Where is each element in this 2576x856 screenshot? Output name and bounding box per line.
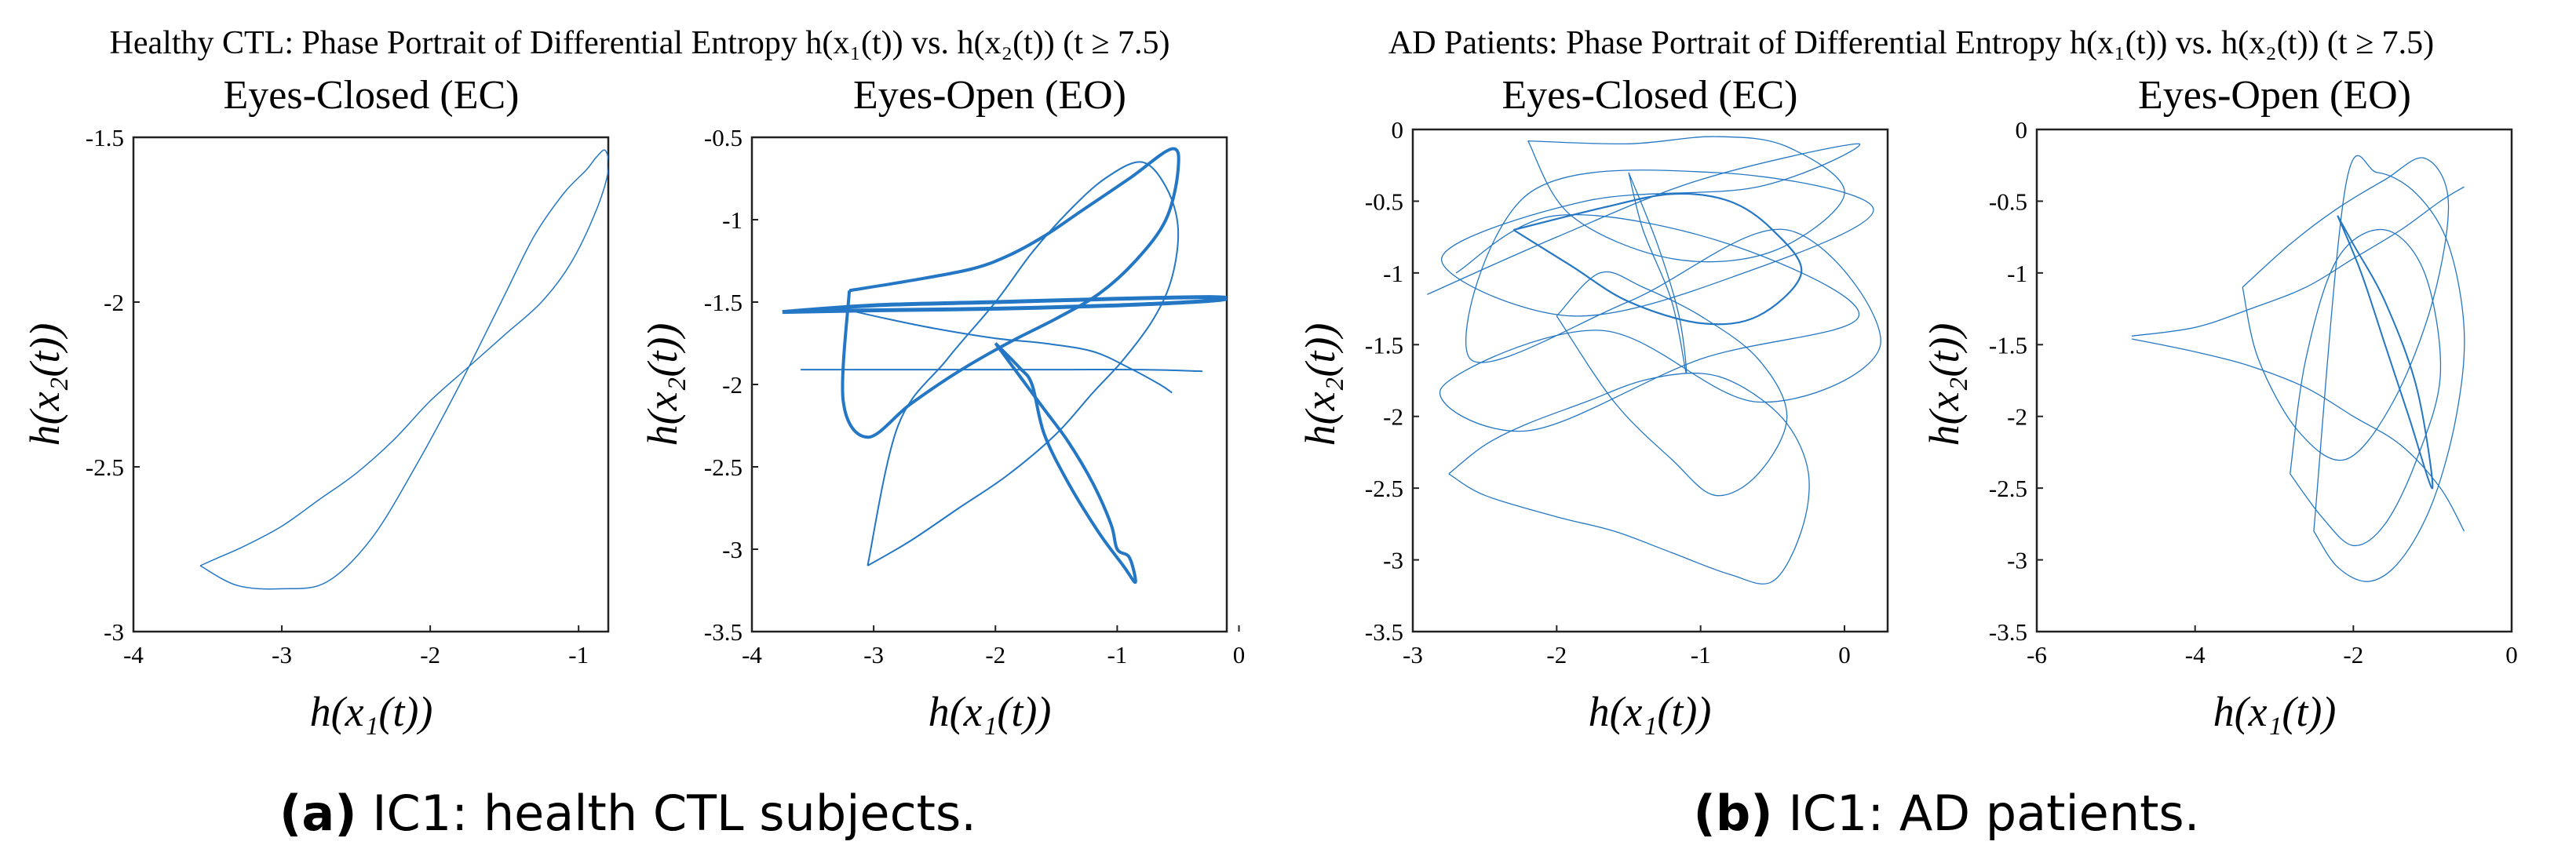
x-tick-label: 0 [2505, 641, 2518, 668]
chart-title: Eyes-Open (EO) [853, 73, 1126, 118]
plot-area: -6 -4 -2 0 -3.5 -3 -2.5 -2 -1.5 -1 -0.5 0 [1989, 116, 2518, 668]
y-tick-label: -0.5 [1365, 188, 1403, 215]
x-tick-label: -1 [568, 641, 589, 668]
series-line-3 [848, 309, 1173, 394]
series-line-2 [2313, 155, 2465, 582]
x-tick-label: -3 [863, 641, 884, 668]
x-tick-label: -6 [2027, 641, 2047, 668]
series-line-5 [1628, 172, 1688, 374]
chart-ctl-ec: Eyes-Closed (EC) -4 -3 -2 -1-3-2.5-2-1.5 h(… [21, 73, 610, 735]
group-title-ad: AD Patients: Phase Portrait of Different… [1388, 25, 2434, 61]
y-tick-label: -1.5 [704, 289, 743, 316]
y-tick-label: -2 [104, 289, 124, 316]
x-tick-label: -2 [2343, 641, 2363, 668]
caption-b: (b) IC1: AD patients. [1694, 785, 2200, 842]
series-line-1 [801, 368, 1203, 373]
plot-frame [132, 136, 610, 633]
caption-a-label: (a) [279, 785, 357, 842]
x-tick-label: -3 [1403, 641, 1423, 668]
x-tick-label: -4 [2185, 641, 2206, 668]
y-tick-label: 0 [1392, 116, 1404, 144]
series-line-4 [2290, 228, 2442, 546]
x-tick-label: -1 [1691, 641, 1711, 668]
y-tick-label: -3 [1383, 547, 1403, 574]
plot-frame [750, 136, 1228, 633]
y-tick-label: -3 [722, 536, 743, 563]
y-axis-label: h(x₂(t)) [21, 323, 68, 446]
x-tick-label: -4 [123, 641, 144, 668]
series-line-4 [1527, 136, 1845, 263]
series-line-3 [2242, 157, 2450, 461]
y-tick-label: -2.5 [1365, 475, 1403, 502]
x-tick-label: -4 [742, 641, 762, 668]
chart-ctl-eo: Eyes-Open (EO) -4 -3 -2 -1 0 -3.5 -3 -2.5 -2 -1.5… [639, 73, 1245, 735]
caption-a-text: IC1: health CTL subjects. [357, 785, 976, 842]
y-tick-label: -1 [722, 206, 743, 234]
x-tick-label: -2 [420, 641, 440, 668]
y-tick-label: -2 [2007, 403, 2027, 431]
y-tick-label: -2.5 [704, 453, 743, 481]
series-line-3 [1512, 192, 1803, 326]
y-tick-label: -2.5 [86, 453, 124, 481]
series-line-5 [867, 161, 1180, 566]
x-tick-label: 0 [1838, 641, 1851, 668]
caption-b-label: (b) [1694, 785, 1773, 842]
x-axis-label: h(x₁(t)) [1589, 688, 1712, 735]
plot-frame [2035, 128, 2513, 633]
series-line-0 [782, 295, 1227, 315]
y-axis-label: h(x₂(t)) [639, 323, 686, 446]
x-axis-label: h(x₁(t)) [2213, 688, 2337, 735]
plot-area: -3 -2 -1 0-3.5-3-2.5-2-1.5-1-0.50 [1365, 116, 1881, 668]
x-axis-label: h(x₁(t)) [929, 688, 1052, 735]
chart-title: Eyes-Closed (EC) [1502, 73, 1798, 118]
plot-area: -4 -3 -2 -1 0 -3.5 -3 -2.5 -2 -1.5 -1 -0.5 [704, 124, 1245, 668]
group-title-ctl: Healthy CTL: Phase Portrait of Different… [110, 25, 1170, 61]
y-tick-label: -2.5 [1989, 475, 2027, 502]
y-axis-label: h(x₂(t)) [1921, 323, 1968, 446]
series-line-4 [994, 342, 1137, 585]
chart-ad-ec: Eyes-Closed (EC) -3 -2 -1 0-3.5-3-2.5-2-1.5… [1297, 73, 1889, 735]
series-line-0 [2131, 186, 2465, 337]
chart-title: Eyes-Closed (EC) [224, 73, 520, 118]
chart-title: Eyes-Open (EO) [2138, 73, 2411, 118]
series-group [1427, 136, 1881, 585]
y-tick-label: -0.5 [704, 124, 743, 151]
y-tick-label: -2 [1383, 403, 1403, 431]
series-line-0 [1427, 143, 1881, 432]
y-tick-label: -3 [2007, 547, 2027, 574]
series-group [199, 149, 608, 590]
series-group [2131, 155, 2465, 582]
x-tick-label: -3 [272, 641, 292, 668]
y-tick-label: -3.5 [704, 618, 743, 646]
x-tick-label: 0 [1233, 641, 1246, 668]
series-line-5 [2337, 215, 2434, 490]
x-axis-label: h(x₁(t)) [310, 688, 433, 735]
y-tick-label: -3 [104, 618, 124, 646]
y-tick-label: -1.5 [1989, 331, 2027, 359]
y-tick-label: 0 [2016, 116, 2028, 144]
series-line-1 [1448, 372, 1810, 585]
y-tick-label: -3.5 [1365, 618, 1403, 646]
series-line-2 [841, 147, 1180, 439]
series-line-0 [199, 149, 608, 590]
plot-area: -4 -3 -2 -1-3-2.5-2-1.5 [86, 124, 608, 668]
y-tick-label: -0.5 [1989, 188, 2027, 215]
y-tick-label: -1.5 [86, 124, 124, 151]
chart-ad-eo: Eyes-Open (EO) -6 -4 -2 0 -3.5 -3 -2.5 -2 -1.5 -1… [1921, 73, 2518, 735]
x-tick-label: -2 [1546, 641, 1567, 668]
series-group [782, 147, 1227, 585]
plot-frame [1411, 128, 1889, 633]
x-tick-label: -2 [985, 641, 1005, 668]
y-tick-label: -1 [2007, 260, 2027, 287]
y-tick-label: -2 [722, 371, 743, 399]
y-tick-label: -1.5 [1365, 331, 1403, 359]
y-tick-label: -1 [1383, 260, 1403, 287]
y-axis-label: h(x₂(t)) [1297, 323, 1344, 446]
caption-b-text: IC1: AD patients. [1773, 785, 2200, 842]
series-line-2 [1556, 271, 1788, 497]
y-tick-label: -3.5 [1989, 618, 2027, 646]
caption-a: (a) IC1: health CTL subjects. [279, 785, 976, 842]
x-tick-label: -1 [1107, 641, 1127, 668]
